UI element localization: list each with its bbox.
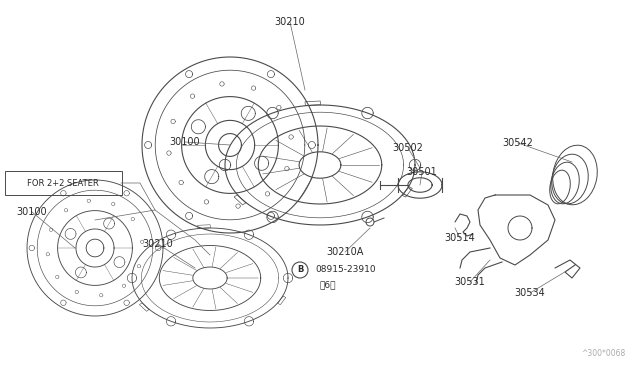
Text: 08915-23910: 08915-23910 — [315, 266, 376, 275]
Text: 30531: 30531 — [454, 277, 485, 287]
FancyBboxPatch shape — [5, 171, 122, 195]
Text: 30100: 30100 — [17, 207, 47, 217]
Text: 30502: 30502 — [392, 143, 424, 153]
Text: 30501: 30501 — [406, 167, 437, 177]
Text: 30210: 30210 — [143, 239, 173, 249]
Text: （6）: （6） — [320, 280, 337, 289]
Text: 30210A: 30210A — [326, 247, 364, 257]
Text: ^300*0068: ^300*0068 — [580, 349, 625, 358]
Text: FOR 2+2 SEATER: FOR 2+2 SEATER — [27, 179, 99, 187]
Text: 30100: 30100 — [170, 137, 200, 147]
Text: 30210: 30210 — [275, 17, 305, 27]
Text: 30542: 30542 — [502, 138, 533, 148]
Text: B: B — [297, 266, 303, 275]
Text: 30534: 30534 — [515, 288, 545, 298]
Text: 30514: 30514 — [445, 233, 476, 243]
